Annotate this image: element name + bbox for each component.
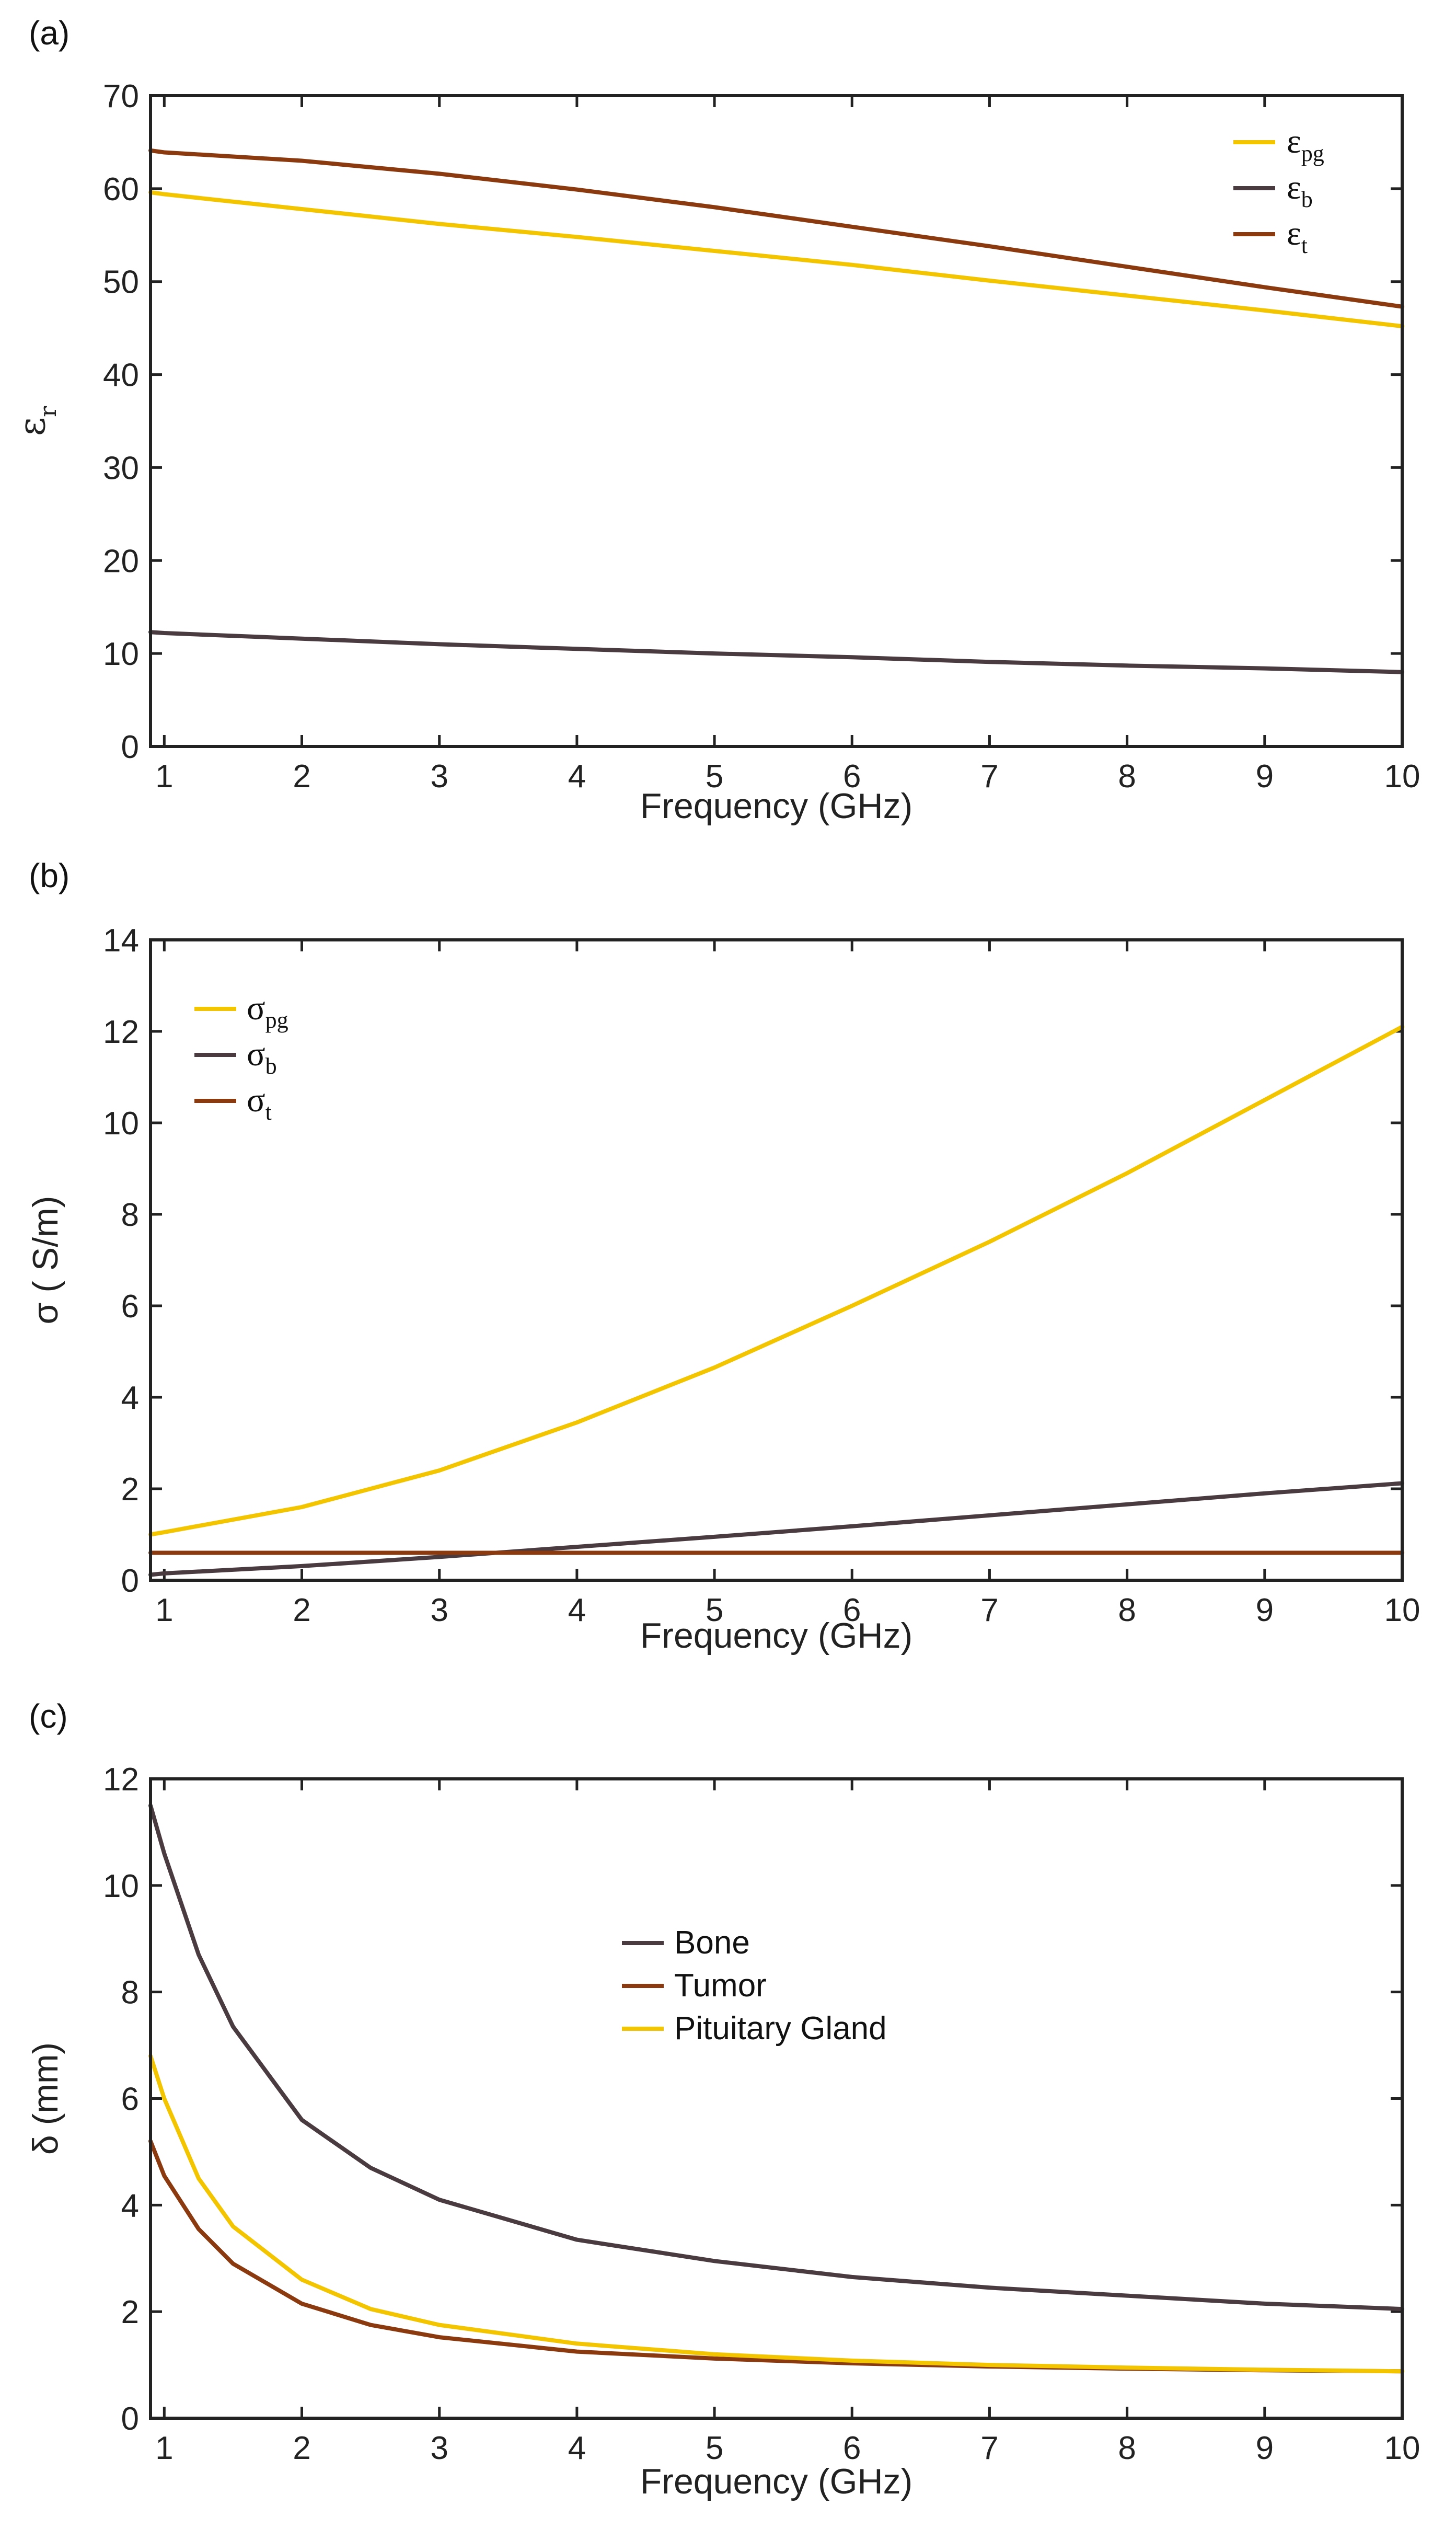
y-axis-title-subscript: r [35,406,62,417]
x-axis-title: Frequency (GHz) [640,786,912,826]
legend-label: Bone [674,1925,750,1961]
x-tick-label: 8 [1118,2430,1136,2466]
series-line-pituitary-gland [148,2054,1404,2374]
x-tick-label: 2 [293,2430,310,2466]
legend-label: Pituitary Gland [674,2010,887,2047]
y-tick-label: 12 [103,1762,139,1798]
y-tick-label: 70 [103,78,139,114]
x-tick-label: 9 [1256,758,1274,795]
x-tick-label: 9 [1256,1592,1274,1628]
x-tick-label: 7 [980,758,998,795]
panel-label: (c) [29,1697,68,1735]
y-tick-label: 60 [103,171,139,208]
plot-frame [149,94,1404,748]
x-axis-title: Frequency (GHz) [640,2462,912,2501]
x-tick-label: 8 [1118,1592,1136,1628]
y-axis-title: σ ( S/m) [26,1196,65,1325]
panel-a: (a) 1 2 3 4 5 6 7 8 9 10 0 10 20 30 40 50 60 70 Frequency (… [10,14,1420,826]
y-tick-label: 12 [103,1014,139,1050]
y-tick-label: 10 [103,1106,139,1142]
x-tick-label: 10 [1384,1592,1420,1628]
x-tick-label: 5 [706,758,723,795]
y-axis-title: εr [10,406,62,436]
plot-frame [149,1777,1404,2420]
series-line--pg [148,1025,1404,1537]
legend-label: εb [1287,168,1313,212]
y-tick-label: 6 [121,1289,139,1325]
y-tick-label: 40 [103,358,139,394]
plot-frame [149,938,1404,1582]
y-tick-label: 50 [103,265,139,301]
legend-label-subscript: pg [1301,141,1324,166]
series-line-tumor [148,2139,1404,2374]
legend-label-subscript: b [265,1053,277,1079]
legend-label-subscript: pg [265,1007,288,1033]
x-tick-label: 10 [1384,758,1420,795]
x-tick-label: 9 [1256,2430,1274,2466]
series-line--b [148,630,1404,674]
legend-label-subscript: b [1301,187,1313,212]
series-line--b [148,1481,1404,1577]
series-line-bone [148,1803,1404,2312]
y-tick-label: 2 [121,2294,139,2330]
x-tick-label: 8 [1118,758,1136,795]
y-tick-label: 4 [121,2188,139,2224]
series-line--t [148,148,1404,309]
y-tick-label: 2 [121,1472,139,1508]
y-tick-label: 0 [121,729,139,765]
y-tick-label: 8 [121,1975,139,2011]
y-axis-title: δ (mm) [26,2042,65,2155]
y-tick-label: 14 [103,923,139,959]
y-tick-label: 8 [121,1197,139,1233]
x-tick-label: 1 [155,758,173,795]
y-tick-label: 20 [103,543,139,579]
x-tick-label: 6 [843,1592,861,1628]
y-tick-label: 10 [103,1868,139,1904]
legend-label-subscript: t [1301,233,1308,258]
legend-label-subscript: t [265,1099,272,1125]
legend-label: Tumor [674,1968,767,2004]
x-tick-label: 4 [568,758,586,795]
y-tick-label: 30 [103,450,139,486]
x-axis-title: Frequency (GHz) [640,1616,912,1656]
legend-label: σb [247,1035,277,1079]
panel-label: (a) [29,14,70,52]
x-tick-label: 7 [980,2430,998,2466]
x-tick-label: 2 [293,758,310,795]
x-tick-label: 3 [430,758,448,795]
x-tick-label: 3 [430,2430,448,2466]
y-tick-label: 0 [121,2401,139,2437]
x-tick-label: 3 [430,1592,448,1628]
x-tick-label: 7 [980,1592,998,1628]
series-line--pg [148,190,1404,329]
legend-label: σt [247,1081,272,1125]
x-tick-label: 1 [155,1592,173,1628]
y-tick-label: 4 [121,1380,139,1416]
legend-label: εpg [1287,122,1324,166]
panel-label: (b) [29,857,70,894]
x-tick-label: 4 [568,2430,586,2466]
x-tick-label: 10 [1384,2430,1420,2466]
y-tick-label: 10 [103,636,139,672]
x-tick-label: 1 [155,2430,173,2466]
x-tick-label: 4 [568,1592,586,1628]
legend-label: σpg [247,989,288,1033]
legend-label: εt [1287,214,1308,258]
y-tick-label: 0 [121,1563,139,1599]
x-tick-label: 2 [293,1592,310,1628]
y-tick-label: 6 [121,2082,139,2118]
x-tick-label: 5 [706,2430,723,2466]
x-tick-label: 5 [706,1592,723,1628]
x-tick-label: 6 [843,2430,861,2466]
x-tick-label: 6 [843,758,861,795]
